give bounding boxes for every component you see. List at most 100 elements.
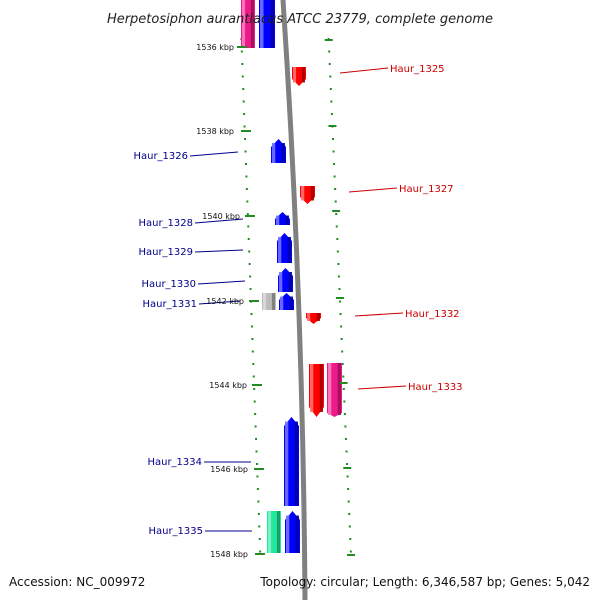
track-dot: [344, 438, 347, 440]
track-dot: [347, 500, 350, 503]
track-dot: [330, 100, 333, 103]
track-dot: [345, 450, 348, 453]
track-dot: [253, 400, 256, 403]
gene-haur_1328-shade: [285, 215, 289, 225]
track-dot: [255, 463, 258, 465]
gene-haur_1331-grey: [262, 293, 276, 310]
track-dot: [331, 138, 334, 140]
gene-haur_1335-highlight: [286, 515, 290, 553]
track-dot: [334, 200, 337, 203]
track-dot: [252, 375, 255, 378]
gene-haur_1331-grey-highlight: [263, 293, 267, 310]
track-dot: [250, 325, 253, 328]
tick-label: 1536 kbp: [196, 43, 234, 52]
track-dot: [245, 175, 248, 178]
track-dot: [257, 513, 260, 515]
gene-haur_1335: [285, 511, 300, 553]
gene-haur_1333-magenta-highlight: [328, 363, 332, 415]
label-leader-line: [189, 151, 239, 157]
label-leader-line: [354, 312, 404, 317]
track-dot: [339, 300, 342, 303]
gene-haur_1331: [279, 293, 294, 310]
track-dot: [343, 413, 346, 415]
gene-haur_1325-highlight: [293, 67, 297, 83]
track-dot: [328, 63, 331, 65]
track-dot: [333, 175, 336, 178]
label-leader-line: [197, 280, 246, 285]
gene-label-haur_1326: Haur_1326: [133, 151, 188, 162]
gene-haur_1326-highlight: [272, 143, 276, 163]
gene-partial-magenta: [241, 0, 255, 48]
track-dot: [341, 363, 344, 365]
kbp-ticks: 1536 kbp 1538 kbp 1540 kbp 1542 kbp 1544 kbp…: [196, 39, 356, 559]
track-dot: [243, 125, 246, 128]
gene-haur_1330: [278, 268, 293, 292]
track-dot: [257, 500, 260, 503]
tick-label: 1544 kbp: [209, 381, 247, 390]
track-dot: [243, 113, 246, 115]
topology-text: Topology: circular; Length: 6,346,587 bp…: [259, 575, 590, 589]
gene-label-haur_1327: Haur_1327: [399, 184, 454, 195]
track-dot: [336, 238, 339, 240]
gene-haur_1334-shade: [294, 421, 298, 506]
track-dot: [242, 88, 245, 90]
label-leader-line: [198, 300, 241, 305]
track-dot: [254, 425, 257, 428]
gene-haur_1327-shade: [310, 186, 314, 201]
gene-partial-blue-highlight: [260, 0, 264, 48]
tick-label: 1548 kbp: [210, 550, 248, 559]
tick-label: 1540 kbp: [202, 212, 240, 221]
track-dot: [249, 275, 252, 278]
track-dot: [258, 538, 261, 540]
track-dot: [259, 550, 262, 553]
track-dot: [335, 213, 338, 215]
gene-haur_1328-highlight: [276, 215, 280, 225]
track-dot: [340, 325, 343, 328]
track-dot: [349, 550, 352, 553]
track-dot: [335, 225, 338, 228]
gene-haur_1331-grey-shade: [271, 293, 275, 310]
gene-haur_1333-magenta-shade: [337, 363, 341, 415]
track-dot: [244, 163, 247, 165]
gene-haur_1335-green-shade: [276, 511, 280, 553]
gene-haur_1333-magenta: [327, 363, 342, 417]
gene-features: [241, 0, 342, 553]
track-dots: [240, 38, 352, 553]
gene-haur_1326-shade: [281, 143, 285, 163]
gene-haur_1335-green: [267, 511, 281, 553]
genome-backbone: [280, 0, 308, 600]
track-dot: [242, 100, 245, 103]
track-dot: [256, 488, 259, 490]
gene-haur_1329: [277, 233, 292, 263]
gene-label-haur_1334: Haur_1334: [147, 457, 202, 468]
track-dot: [336, 250, 339, 253]
track-dot: [329, 75, 332, 78]
track-dot: [332, 150, 335, 153]
track-dot: [256, 475, 259, 478]
track-dot: [343, 400, 346, 403]
track-dot: [249, 288, 252, 290]
track-dot: [347, 488, 350, 490]
gene-haur_1325: [292, 67, 306, 86]
gene-haur_1331-shade: [289, 296, 293, 310]
track-dot: [252, 363, 255, 365]
track-dot: [333, 163, 336, 165]
track-dot: [250, 313, 253, 315]
track-dot: [346, 463, 349, 465]
gene-label-haur_1331: Haur_1331: [142, 299, 197, 310]
track-dot: [245, 188, 248, 190]
label-leader-line: [357, 385, 407, 390]
gene-label-haur_1333: Haur_1333: [408, 382, 463, 393]
track-dot: [241, 63, 244, 65]
tick-label: 1542 kbp: [206, 297, 244, 306]
track-dot: [255, 438, 258, 440]
gene-label-haur_1329: Haur_1329: [138, 247, 193, 258]
gene-partial-blue: [259, 0, 275, 48]
tick-label: 1538 kbp: [196, 127, 234, 136]
gene-partial-blue-shade: [270, 0, 274, 48]
gene-labels: Haur_1325 Haur_1326 Haur_1327 Haur_1328 Haur…: [133, 64, 462, 537]
gene-haur_1326: [271, 139, 286, 163]
track-dot: [329, 88, 332, 90]
track-dot: [248, 250, 251, 253]
label-leader-line: [339, 67, 389, 74]
